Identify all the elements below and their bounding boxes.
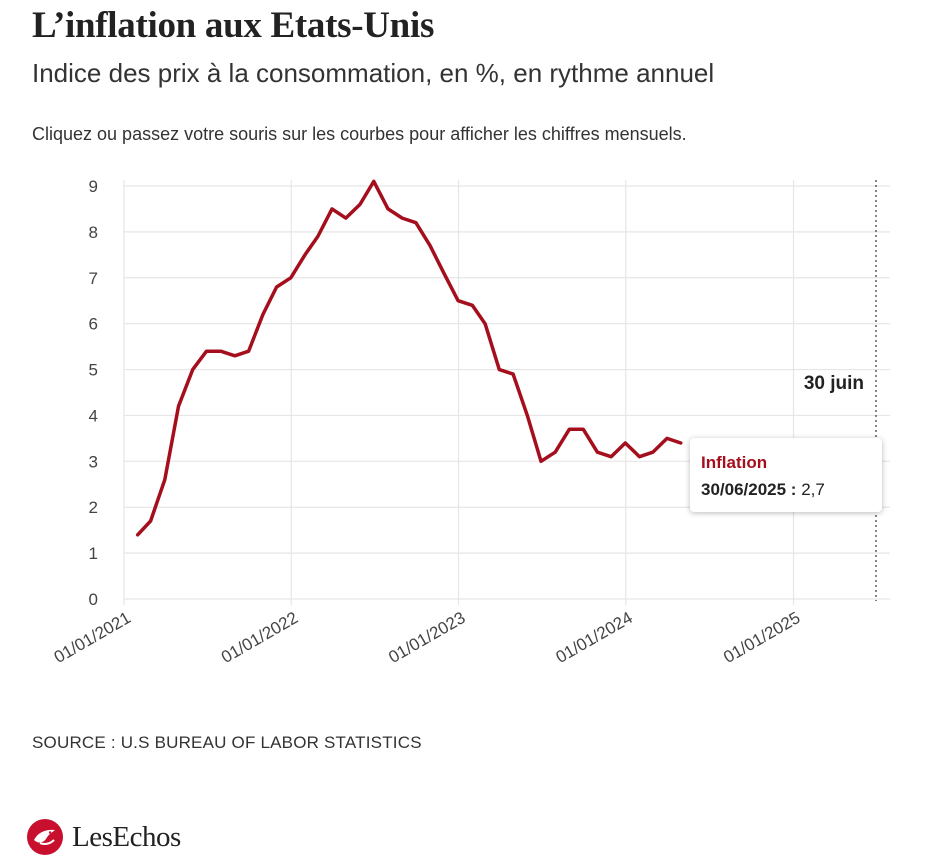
source-note: SOURCE : U.S BUREAU OF LABOR STATISTICS <box>32 733 422 752</box>
inflation-series-line[interactable] <box>135 179 683 537</box>
x-axis-ticks: 01/01/2021 01/01/2022 01/01/2023 01/01/2024… <box>51 608 804 667</box>
y-tick-label: 0 <box>89 590 98 609</box>
y-tick-label: 3 <box>89 452 98 471</box>
chart-subtitle: Indice des prix à la consommation, en %,… <box>32 58 715 88</box>
tooltip-series-name: Inflation <box>701 453 768 472</box>
les-echos-bird-logo-icon <box>27 819 63 855</box>
tooltip-value-row: 30/06/2025 : 2,7 <box>701 480 825 500</box>
chart-title: L’inflation aux Etats-Unis <box>32 5 435 46</box>
data-tooltip: Inflation 30/06/2025 : 2,7 <box>690 438 882 512</box>
y-tick-label: 8 <box>89 223 98 242</box>
date-marker-label: 30 juin <box>804 373 864 394</box>
y-tick-label: 6 <box>89 315 98 334</box>
y-tick-label: 7 <box>89 269 98 288</box>
y-tick-label: 4 <box>89 406 98 425</box>
x-tick-label: 01/01/2023 <box>385 608 468 667</box>
les-echos-logo[interactable]: LesEchos <box>26 818 181 856</box>
tooltip-date: 30/06/2025 : <box>701 480 797 499</box>
logo-wordmark: LesEchos <box>72 820 181 853</box>
x-tick-label: 01/01/2024 <box>553 608 636 667</box>
x-tick-label: 01/01/2021 <box>51 608 134 667</box>
y-tick-label: 2 <box>89 498 98 517</box>
x-tick-label: 01/01/2022 <box>218 608 301 667</box>
y-tick-label: 1 <box>89 544 98 563</box>
x-tick-label: 01/01/2025 <box>720 608 803 667</box>
tooltip-value: 2,7 <box>801 480 825 499</box>
y-tick-label: 5 <box>89 361 98 380</box>
y-tick-label: 9 <box>89 177 98 196</box>
y-axis-ticks: 0 1 2 3 4 5 6 7 8 9 <box>89 177 98 609</box>
chart-instruction: Cliquez ou passez votre souris sur les c… <box>32 124 687 144</box>
grid-lines <box>123 180 890 605</box>
